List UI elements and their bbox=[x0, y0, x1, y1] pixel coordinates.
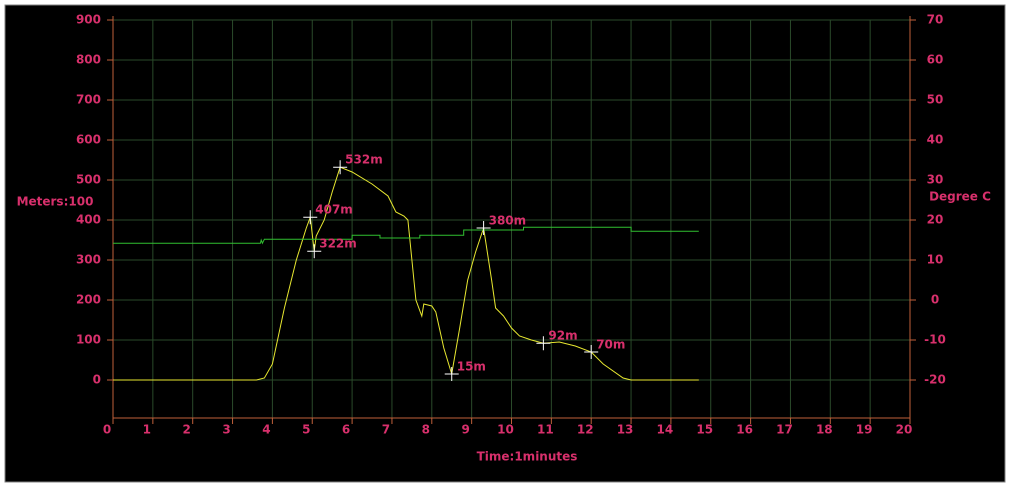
y2-tick-label: 70 bbox=[927, 13, 944, 27]
annotation-label: 407m bbox=[315, 203, 353, 217]
series-line bbox=[113, 166, 699, 381]
x-tick-label: 13 bbox=[617, 423, 634, 437]
x-tick-label: 6 bbox=[342, 423, 350, 437]
crosshair-marker bbox=[584, 345, 599, 359]
y2-tick-label: -20 bbox=[924, 373, 946, 387]
x-tick-label: 7 bbox=[382, 423, 390, 437]
y2-tick-label: 40 bbox=[927, 133, 944, 147]
x-tick-label: 4 bbox=[262, 423, 270, 437]
annotation-label: 70m bbox=[596, 338, 625, 352]
x-tick-label: 8 bbox=[422, 423, 430, 437]
x-tick-label: 17 bbox=[776, 423, 793, 437]
y-tick-label: 100 bbox=[76, 333, 101, 347]
annotation-label: 380m bbox=[489, 214, 527, 228]
y2-axis-label: Degree C bbox=[929, 190, 991, 204]
x-tick-label: 0 bbox=[103, 423, 111, 437]
x-tick-label: 5 bbox=[302, 423, 310, 437]
x-tick-label: 20 bbox=[896, 423, 913, 437]
x-tick-label: 15 bbox=[696, 423, 713, 437]
y2-tick-label: 10 bbox=[927, 253, 944, 267]
x-tick-label: 16 bbox=[736, 423, 753, 437]
series-line bbox=[113, 226, 699, 245]
y2-tick-label: 50 bbox=[927, 93, 944, 107]
y-tick-label: 0 bbox=[93, 373, 101, 387]
y-tick-label: 300 bbox=[76, 253, 101, 267]
annotation-label: 92m bbox=[548, 329, 577, 343]
x-tick-label: 14 bbox=[657, 423, 674, 437]
annotation-label: 15m bbox=[457, 360, 486, 374]
x-tick-label: 12 bbox=[577, 423, 594, 437]
x-axis-label: Time:1minutes bbox=[477, 450, 578, 464]
y-tick-label: 200 bbox=[76, 293, 101, 307]
x-tick-label: 19 bbox=[856, 423, 873, 437]
crosshair-marker bbox=[536, 336, 551, 351]
y2-tick-label: 20 bbox=[927, 213, 944, 227]
crosshair-marker bbox=[307, 244, 322, 259]
crosshair-marker bbox=[476, 221, 491, 235]
x-tick-label: 10 bbox=[497, 423, 514, 437]
annotation-label: 532m bbox=[345, 153, 383, 167]
y2-tick-label: 60 bbox=[927, 53, 944, 67]
x-tick-label: 1 bbox=[143, 423, 151, 437]
y-axis-label: Meters:100 bbox=[17, 195, 94, 209]
x-tick-label: 11 bbox=[537, 423, 554, 437]
x-tick-label: 9 bbox=[461, 423, 469, 437]
x-tick-label: 18 bbox=[816, 423, 833, 437]
x-tick-label: 2 bbox=[183, 423, 191, 437]
y-tick-label: 400 bbox=[76, 213, 101, 227]
annotation-label: 322m bbox=[319, 237, 357, 251]
y2-tick-label: 30 bbox=[927, 173, 944, 187]
y-tick-label: 700 bbox=[76, 93, 101, 107]
y-tick-label: 500 bbox=[76, 173, 101, 187]
y2-tick-label: -10 bbox=[924, 333, 946, 347]
crosshair-marker bbox=[444, 367, 459, 381]
x-tick-label: 3 bbox=[222, 423, 230, 437]
crosshair-marker bbox=[333, 160, 348, 175]
crosshair-marker bbox=[303, 210, 318, 225]
y-tick-label: 900 bbox=[76, 13, 101, 27]
y-tick-label: 800 bbox=[76, 53, 101, 67]
y-tick-label: 600 bbox=[76, 133, 101, 147]
y2-tick-label: 0 bbox=[931, 293, 939, 307]
